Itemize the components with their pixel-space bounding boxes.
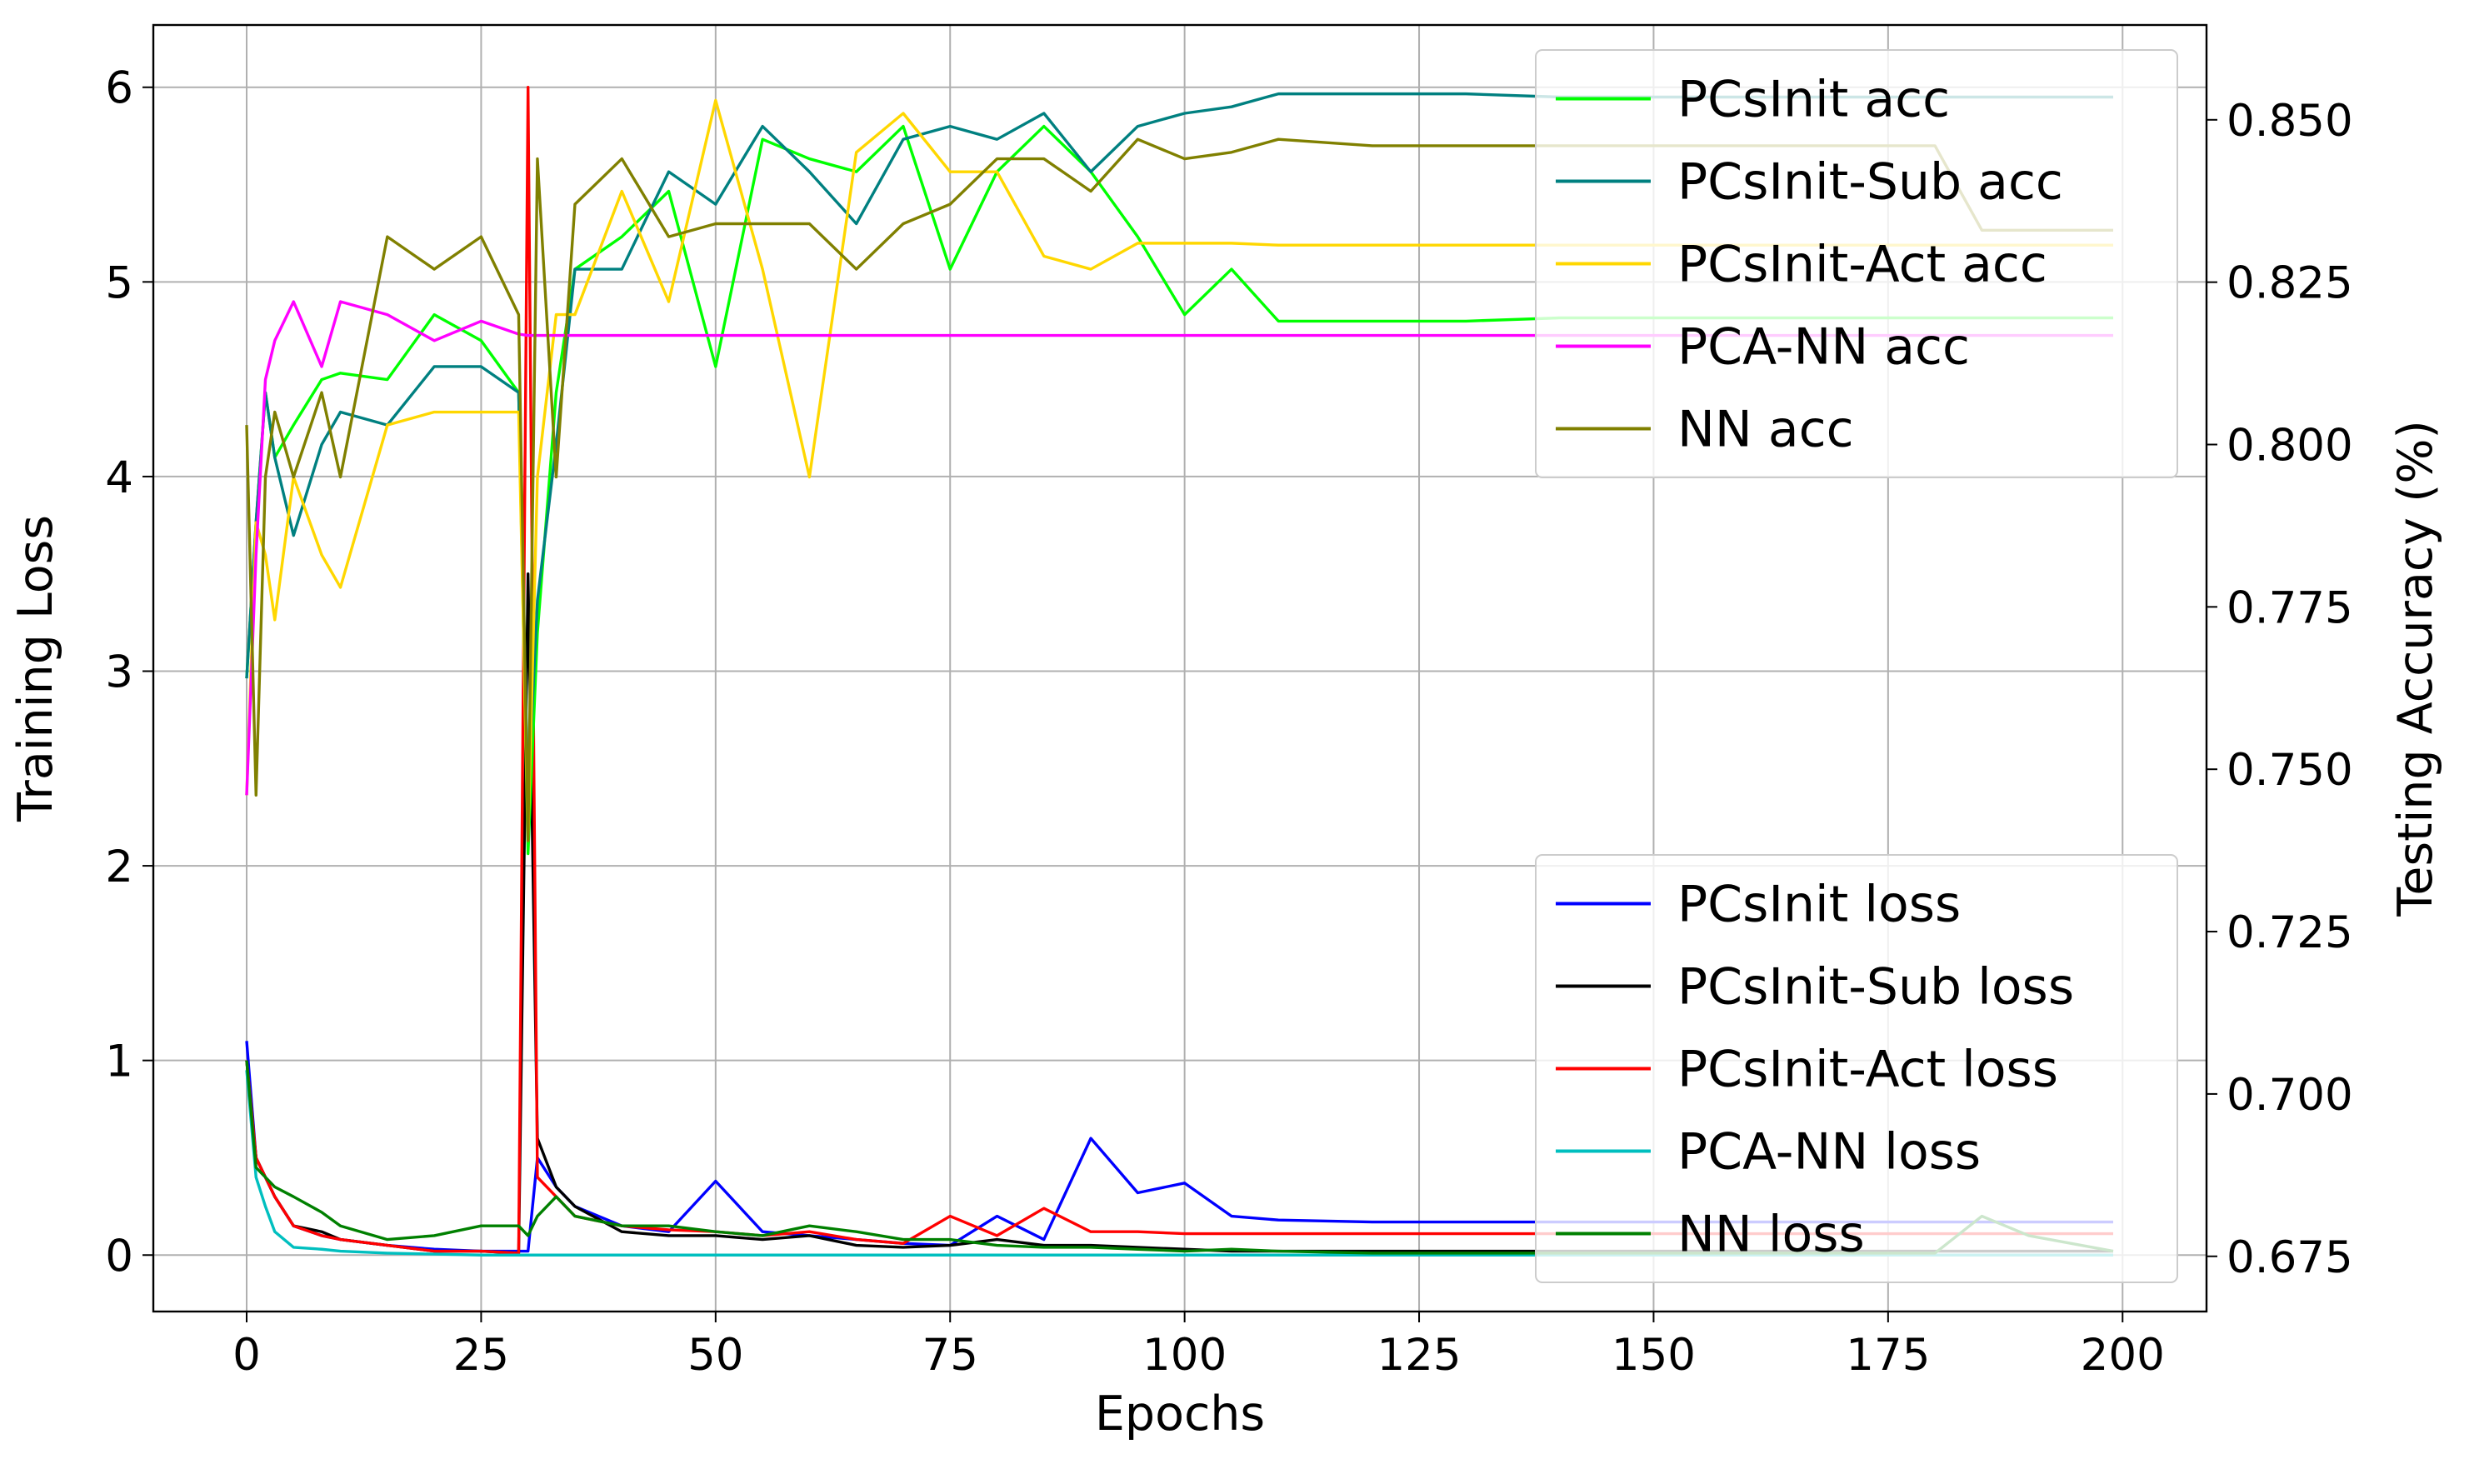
y-tick-label: 3 xyxy=(105,647,133,698)
x-tick-label: 125 xyxy=(1377,1330,1461,1381)
x-axis-label: Epochs xyxy=(1095,1387,1265,1442)
legend-label: NN acc xyxy=(1677,401,1854,459)
legend-box xyxy=(1535,854,2178,1283)
x-tick-label: 100 xyxy=(1142,1330,1227,1381)
legend: PCsInit acc PCsInit-Sub acc PCsInit-Act ac… xyxy=(1535,49,2178,478)
x-tick-label: 0 xyxy=(232,1330,261,1381)
x-tick-label: 75 xyxy=(922,1330,977,1381)
legend-label: PCsInit-Act acc xyxy=(1677,236,2047,294)
legend-label: PCsInit acc xyxy=(1677,71,1950,129)
legend-label: PCA-NN acc xyxy=(1677,318,1970,377)
legend-box xyxy=(1535,49,2178,478)
y2-tick-label: 0.800 xyxy=(2227,420,2353,471)
y2-tick-label: 0.725 xyxy=(2227,907,2353,958)
plot-frame xyxy=(152,23,2208,1313)
axes: 0 25 50 75 100 125 150 175 200 0 1 2 3 4 5 6 0.675 0.700 0… xyxy=(105,23,2353,1381)
legend-label: PCsInit loss xyxy=(1677,876,1961,934)
x-tick-label: 175 xyxy=(1846,1330,1930,1381)
x-tick-label: 50 xyxy=(687,1330,743,1381)
legend-label: PCsInit-Sub acc xyxy=(1677,153,2063,212)
y2-tick-label: 0.825 xyxy=(2227,258,2353,309)
y-tick-label: 0 xyxy=(105,1231,133,1282)
y-tick-label: 1 xyxy=(105,1037,133,1087)
legend-label: PCA-NN loss xyxy=(1677,1123,1981,1182)
y-tick-label: 4 xyxy=(105,452,133,503)
legend-label: PCsInit-Sub loss xyxy=(1677,958,2074,1017)
y2-tick-label: 0.850 xyxy=(2227,96,2353,147)
y-axis-label: Training Loss xyxy=(8,515,63,822)
legend: PCsInit loss PCsInit-Sub loss PCsInit-Act … xyxy=(1535,854,2178,1283)
y-tick-label: 2 xyxy=(105,842,133,892)
y2-tick-label: 0.700 xyxy=(2227,1070,2353,1121)
y2-tick-label: 0.750 xyxy=(2227,745,2353,796)
y-tick-label: 6 xyxy=(105,63,133,114)
legend-label: NN loss xyxy=(1677,1206,1865,1264)
x-tick-label: 150 xyxy=(1612,1330,1696,1381)
y-tick-label: 5 xyxy=(105,257,133,308)
y2-axis-label: Testing Accuracy (%) xyxy=(2388,420,2443,917)
legend-label: PCsInit-Act loss xyxy=(1677,1041,2058,1099)
x-tick-label: 25 xyxy=(453,1330,509,1381)
y2-tick-label: 0.675 xyxy=(2227,1232,2353,1283)
x-tick-label: 200 xyxy=(2081,1330,2165,1381)
y2-tick-label: 0.775 xyxy=(2227,582,2353,633)
